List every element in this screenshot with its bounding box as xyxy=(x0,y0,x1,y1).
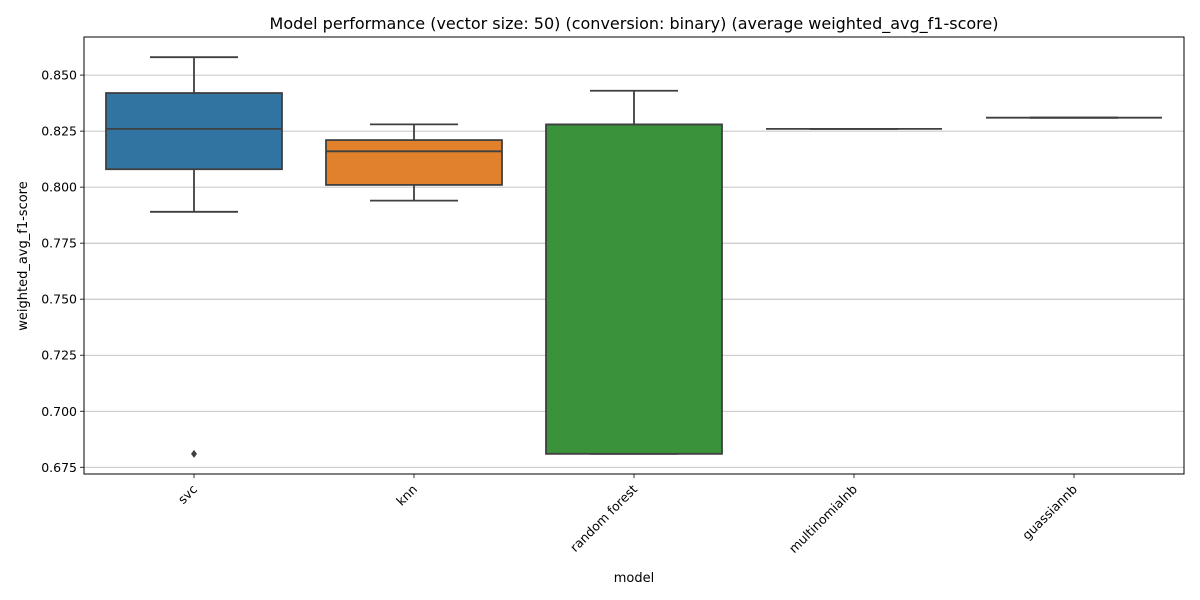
y-tick-label: 0.675 xyxy=(41,460,77,475)
y-tick-label: 0.725 xyxy=(41,348,77,363)
x-tick-label: svc xyxy=(175,481,200,506)
chart-title: Model performance (vector size: 50) (con… xyxy=(270,14,999,34)
x-axis: svc knn random forest multinomialnb guassian… xyxy=(175,474,1080,556)
y-tick-label: 0.850 xyxy=(41,68,77,83)
y-tick-label: 0.775 xyxy=(41,236,77,251)
x-tick-label: random forest xyxy=(567,481,640,554)
y-axis-label: weighted_avg_f1-score xyxy=(16,181,31,330)
y-axis: 0.675 0.700 0.725 0.750 0.775 0.800 0.825 0.850 xyxy=(41,68,84,475)
box-svc xyxy=(105,56,283,458)
y-tick-label: 0.750 xyxy=(41,292,77,307)
box-knn xyxy=(325,123,503,202)
x-tick-label: multinomialnb xyxy=(786,481,860,555)
x-tick-label: guassiannb xyxy=(1019,481,1080,542)
box-body xyxy=(105,92,283,171)
y-tick-label: 0.825 xyxy=(41,124,77,139)
x-axis-label: model xyxy=(614,571,654,586)
box-body xyxy=(545,123,723,455)
x-tick-label: knn xyxy=(393,482,420,509)
outlier-point xyxy=(191,449,197,458)
boxes-layer xyxy=(105,56,1162,458)
y-tick-label: 0.800 xyxy=(41,180,77,195)
box-body xyxy=(325,139,503,186)
y-tick-label: 0.700 xyxy=(41,404,77,419)
box-random-forest xyxy=(545,89,723,455)
